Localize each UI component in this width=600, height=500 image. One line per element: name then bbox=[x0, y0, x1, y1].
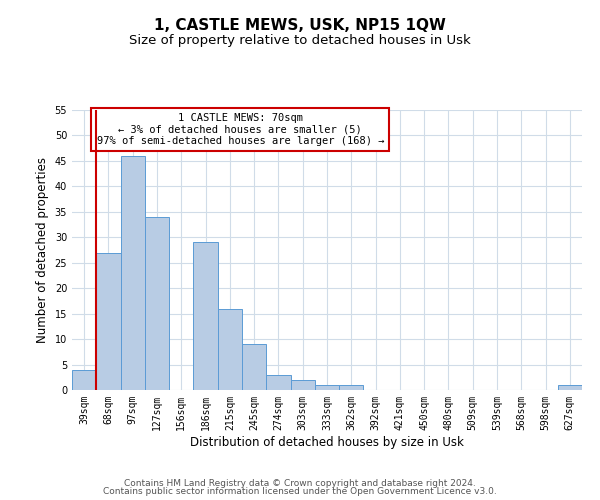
Text: Size of property relative to detached houses in Usk: Size of property relative to detached ho… bbox=[129, 34, 471, 47]
Text: Contains public sector information licensed under the Open Government Licence v3: Contains public sector information licen… bbox=[103, 487, 497, 496]
Bar bbox=[558, 385, 582, 390]
Bar bbox=[145, 217, 169, 390]
Text: Contains HM Land Registry data © Crown copyright and database right 2024.: Contains HM Land Registry data © Crown c… bbox=[124, 478, 476, 488]
Bar bbox=[96, 252, 121, 390]
Text: 1 CASTLE MEWS: 70sqm
← 3% of detached houses are smaller (5)
97% of semi-detache: 1 CASTLE MEWS: 70sqm ← 3% of detached ho… bbox=[97, 113, 384, 146]
X-axis label: Distribution of detached houses by size in Usk: Distribution of detached houses by size … bbox=[190, 436, 464, 448]
Bar bbox=[193, 242, 218, 390]
Bar bbox=[290, 380, 315, 390]
Text: 1, CASTLE MEWS, USK, NP15 1QW: 1, CASTLE MEWS, USK, NP15 1QW bbox=[154, 18, 446, 32]
Bar bbox=[242, 344, 266, 390]
Bar bbox=[266, 374, 290, 390]
Y-axis label: Number of detached properties: Number of detached properties bbox=[36, 157, 49, 343]
Bar bbox=[72, 370, 96, 390]
Bar bbox=[315, 385, 339, 390]
Bar bbox=[121, 156, 145, 390]
Bar bbox=[218, 308, 242, 390]
Bar bbox=[339, 385, 364, 390]
